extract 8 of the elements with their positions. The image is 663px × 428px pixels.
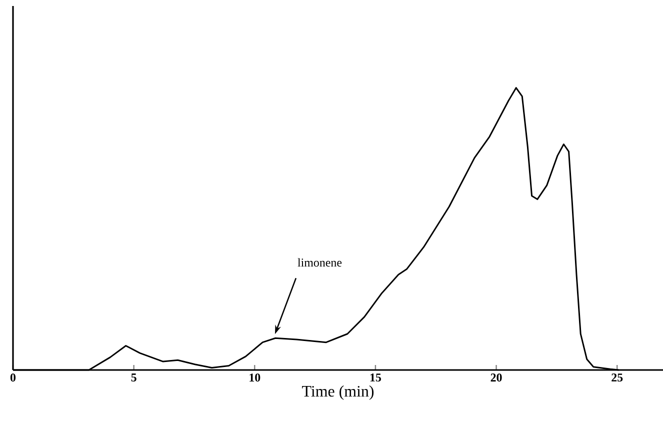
x-axis-title: Time (min) <box>302 385 374 400</box>
x-tick-label: 15 <box>370 374 381 382</box>
x-tick-label: 0 <box>10 374 16 382</box>
x-tick-label: 25 <box>612 374 623 382</box>
x-tick-label: 10 <box>250 374 260 382</box>
x-tick-label: 20 <box>490 374 502 382</box>
annotation: limonene <box>298 258 342 267</box>
x-tick-label: 5 <box>131 374 136 382</box>
